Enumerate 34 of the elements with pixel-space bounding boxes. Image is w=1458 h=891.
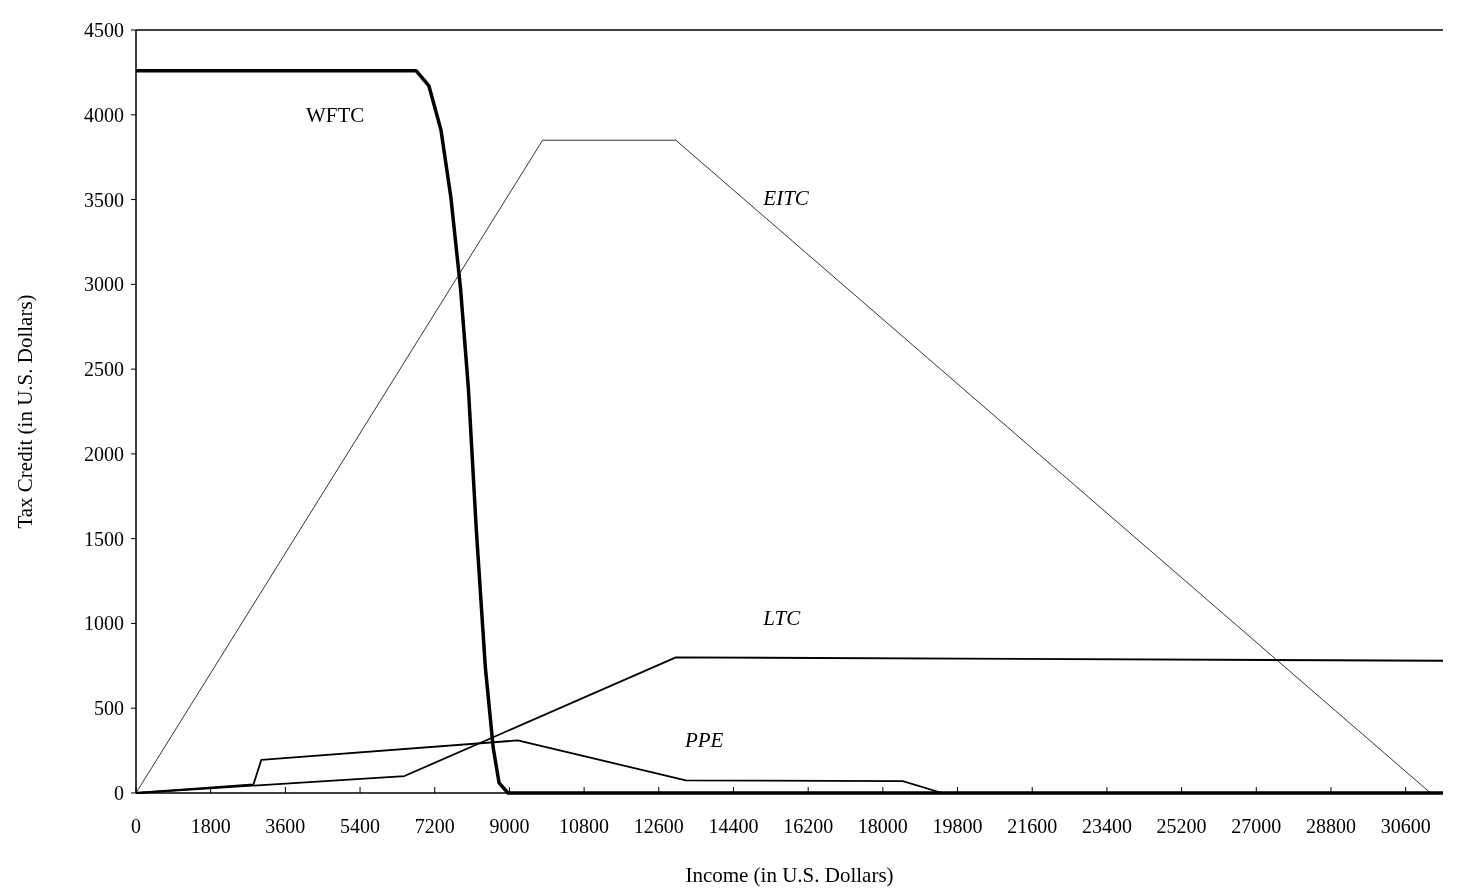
x-tick-label: 10800 [559, 815, 610, 837]
y-tick-label: 1500 [84, 527, 124, 550]
x-tick-label: 7200 [414, 815, 455, 837]
x-tick-label: 14400 [708, 815, 759, 837]
series-label: EITC [762, 186, 810, 211]
x-tick-label: 9000 [489, 815, 530, 837]
x-tick-label: 1800 [190, 815, 231, 837]
y-tick-label: 2000 [84, 442, 124, 465]
y-tick-label: 0 [114, 782, 124, 804]
y-tick-label: 4000 [84, 103, 124, 126]
x-tick-label: 5400 [340, 815, 381, 837]
y-axis-title: Tax Credit (in U.S. Dollars) [13, 294, 37, 529]
x-tick-label: 18000 [857, 815, 908, 837]
x-tick-label: 3600 [265, 815, 306, 837]
x-tick-label: 25200 [1156, 815, 1207, 837]
series-label: LTC [762, 606, 802, 631]
y-tick-label: 3000 [84, 273, 124, 296]
x-tick-label: 21600 [1007, 815, 1058, 837]
y-tick-label: 3500 [84, 188, 124, 211]
y-tick-label: 500 [94, 697, 124, 720]
x-tick-label: 12600 [633, 815, 684, 837]
series-label: WFTC [305, 102, 365, 127]
x-tick-label: 19800 [932, 815, 983, 837]
x-tick-label: 0 [131, 815, 141, 837]
x-tick-label: 27000 [1231, 815, 1282, 837]
y-tick-label: 4500 [84, 19, 124, 41]
x-tick-label: 23400 [1081, 815, 1132, 837]
x-tick-label: 16200 [783, 815, 834, 837]
x-tick-label: 30600 [1380, 815, 1431, 837]
series-label: PPE [683, 728, 724, 753]
y-tick-label: 2500 [84, 358, 124, 381]
x-axis-title: Income (in U.S. Dollars) [685, 863, 894, 887]
y-tick-label: 1000 [84, 612, 124, 635]
x-tick-label: 28800 [1305, 815, 1356, 837]
